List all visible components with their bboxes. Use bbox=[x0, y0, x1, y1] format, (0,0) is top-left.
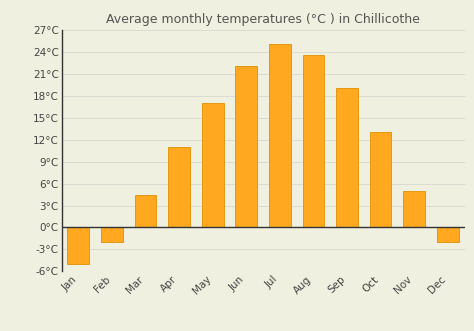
Bar bbox=[135, 195, 156, 227]
Bar bbox=[370, 132, 392, 227]
Title: Average monthly temperatures (°C ) in Chillicothe: Average monthly temperatures (°C ) in Ch… bbox=[106, 13, 420, 26]
Bar bbox=[336, 88, 358, 227]
Bar bbox=[236, 67, 257, 227]
Bar bbox=[269, 44, 291, 227]
Bar bbox=[437, 227, 459, 242]
Bar bbox=[67, 227, 89, 264]
Bar bbox=[403, 191, 425, 227]
Bar bbox=[302, 55, 324, 227]
Bar bbox=[202, 103, 224, 227]
Bar bbox=[101, 227, 123, 242]
Bar bbox=[168, 147, 190, 227]
